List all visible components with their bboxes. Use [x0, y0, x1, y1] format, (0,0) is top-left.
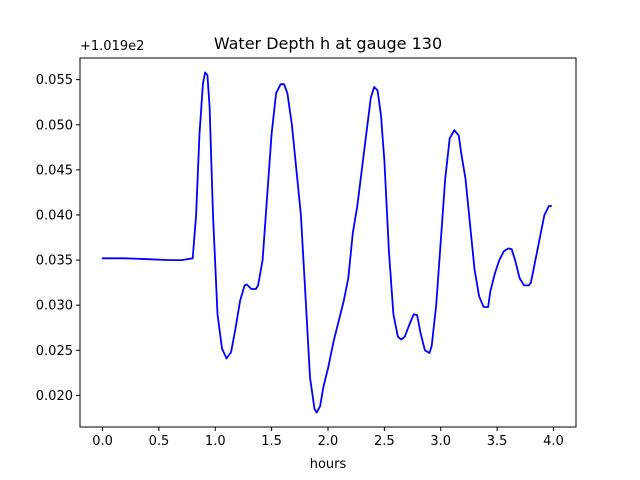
- x-tick-label: 2.5: [374, 434, 395, 449]
- axes: 0.0 0.5 1.0 1.5 2.0 2.5 3.0 3.5 4.0 0.020 0.025 0.0…: [36, 57, 577, 449]
- chart-title: Water Depth h at gauge 130: [214, 34, 442, 53]
- y-tick-label: 0.055: [36, 73, 73, 88]
- x-tick-label: 4.0: [543, 434, 564, 449]
- y-tick-label: 0.030: [36, 299, 73, 314]
- series-line-0: [101, 71, 553, 414]
- y-axis-offset-label: +1.019e2: [80, 39, 144, 54]
- x-tick-label: 3.0: [430, 434, 451, 449]
- y-tick-label: 0.025: [36, 344, 73, 359]
- y-tick-label: 0.040: [36, 208, 73, 223]
- x-axis-label: hours: [310, 457, 347, 472]
- x-tick-label: 0.5: [149, 434, 170, 449]
- x-tick-label: 0.0: [92, 434, 113, 449]
- y-tick-label: 0.045: [36, 163, 73, 178]
- x-tick-label: 1.5: [261, 434, 282, 449]
- plot-area: [101, 71, 553, 414]
- x-tick-label: 3.5: [487, 434, 508, 449]
- x-tick-label: 2.0: [318, 434, 339, 449]
- y-tick-label: 0.050: [36, 118, 73, 133]
- x-tick-label: 1.0: [205, 434, 226, 449]
- y-tick-label: 0.035: [36, 254, 73, 269]
- y-tick-label: 0.020: [36, 389, 73, 404]
